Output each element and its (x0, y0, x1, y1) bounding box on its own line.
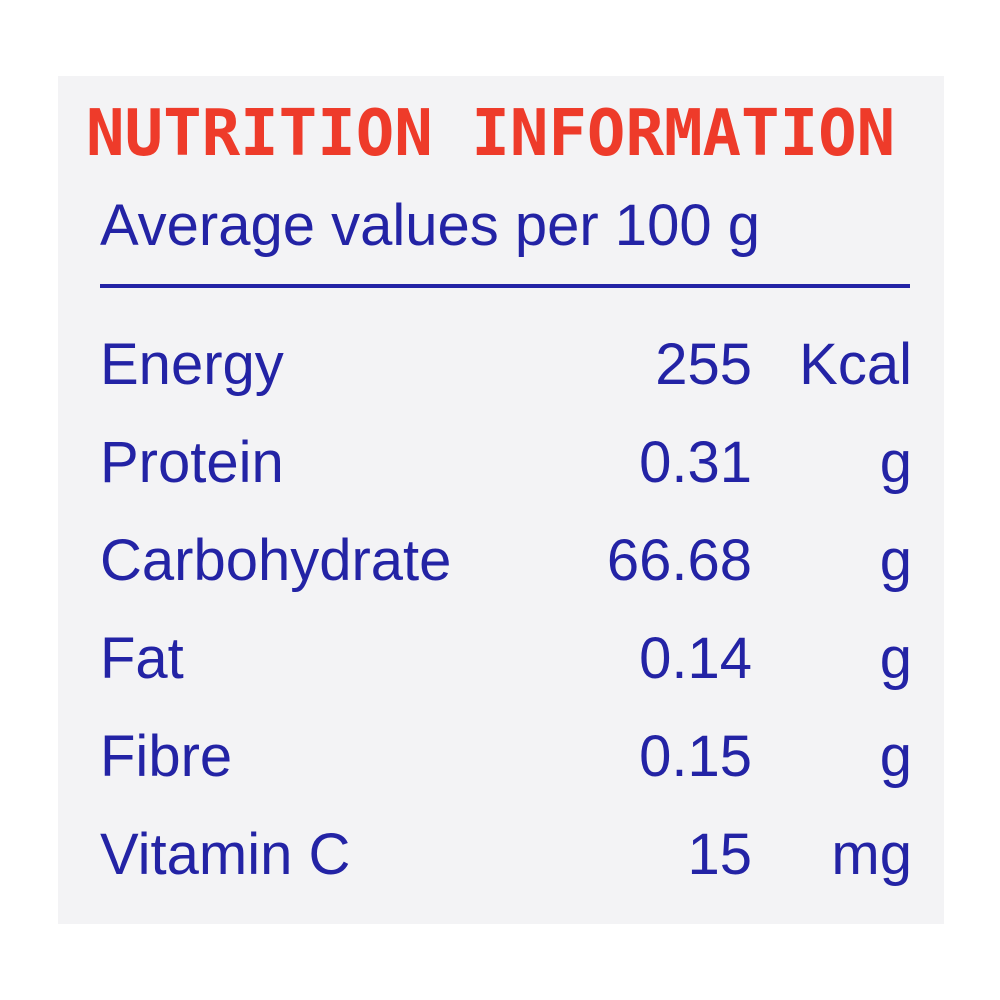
nutrition-label: NUTRITION INFORMATION Average values per… (58, 76, 944, 924)
nutrient-name: Fat (100, 626, 184, 691)
nutrient-unit: mg (831, 822, 912, 887)
nutrient-table: Energy 255 Kcal Protein 0.31 g Carbohydr… (100, 316, 912, 904)
nutrient-value: 255 (655, 332, 752, 397)
nutrient-row-carbohydrate: Carbohydrate 66.68 g (100, 512, 912, 610)
nutrient-name: Fibre (100, 724, 233, 789)
nutrient-name: Vitamin C (100, 822, 351, 887)
nutrient-unit: g (879, 724, 912, 789)
nutrient-row-fibre: Fibre 0.15 g (100, 708, 912, 806)
label-title: NUTRITION INFORMATION (86, 97, 896, 171)
nutrient-unit: g (879, 626, 912, 691)
nutrient-name: Carbohydrate (100, 528, 452, 593)
nutrient-unit: Kcal (799, 332, 912, 397)
nutrient-value: 0.31 (639, 430, 752, 495)
nutrient-row-vitamin-c: Vitamin C 15 mg (100, 806, 912, 904)
nutrient-row-energy: Energy 255 Kcal (100, 316, 912, 414)
nutrient-value: 0.15 (639, 724, 752, 789)
nutrient-row-protein: Protein 0.31 g (100, 414, 912, 512)
nutrient-unit: g (879, 430, 912, 495)
nutrient-value: 15 (687, 822, 752, 887)
divider-line (100, 284, 910, 288)
nutrient-name: Protein (100, 430, 284, 495)
nutrient-name: Energy (100, 332, 284, 397)
nutrient-value: 66.68 (606, 528, 752, 593)
nutrient-row-fat: Fat 0.14 g (100, 610, 912, 708)
nutrient-unit: g (879, 528, 912, 593)
label-subtitle: Average values per 100 g (100, 193, 760, 258)
nutrient-value: 0.14 (639, 626, 752, 691)
